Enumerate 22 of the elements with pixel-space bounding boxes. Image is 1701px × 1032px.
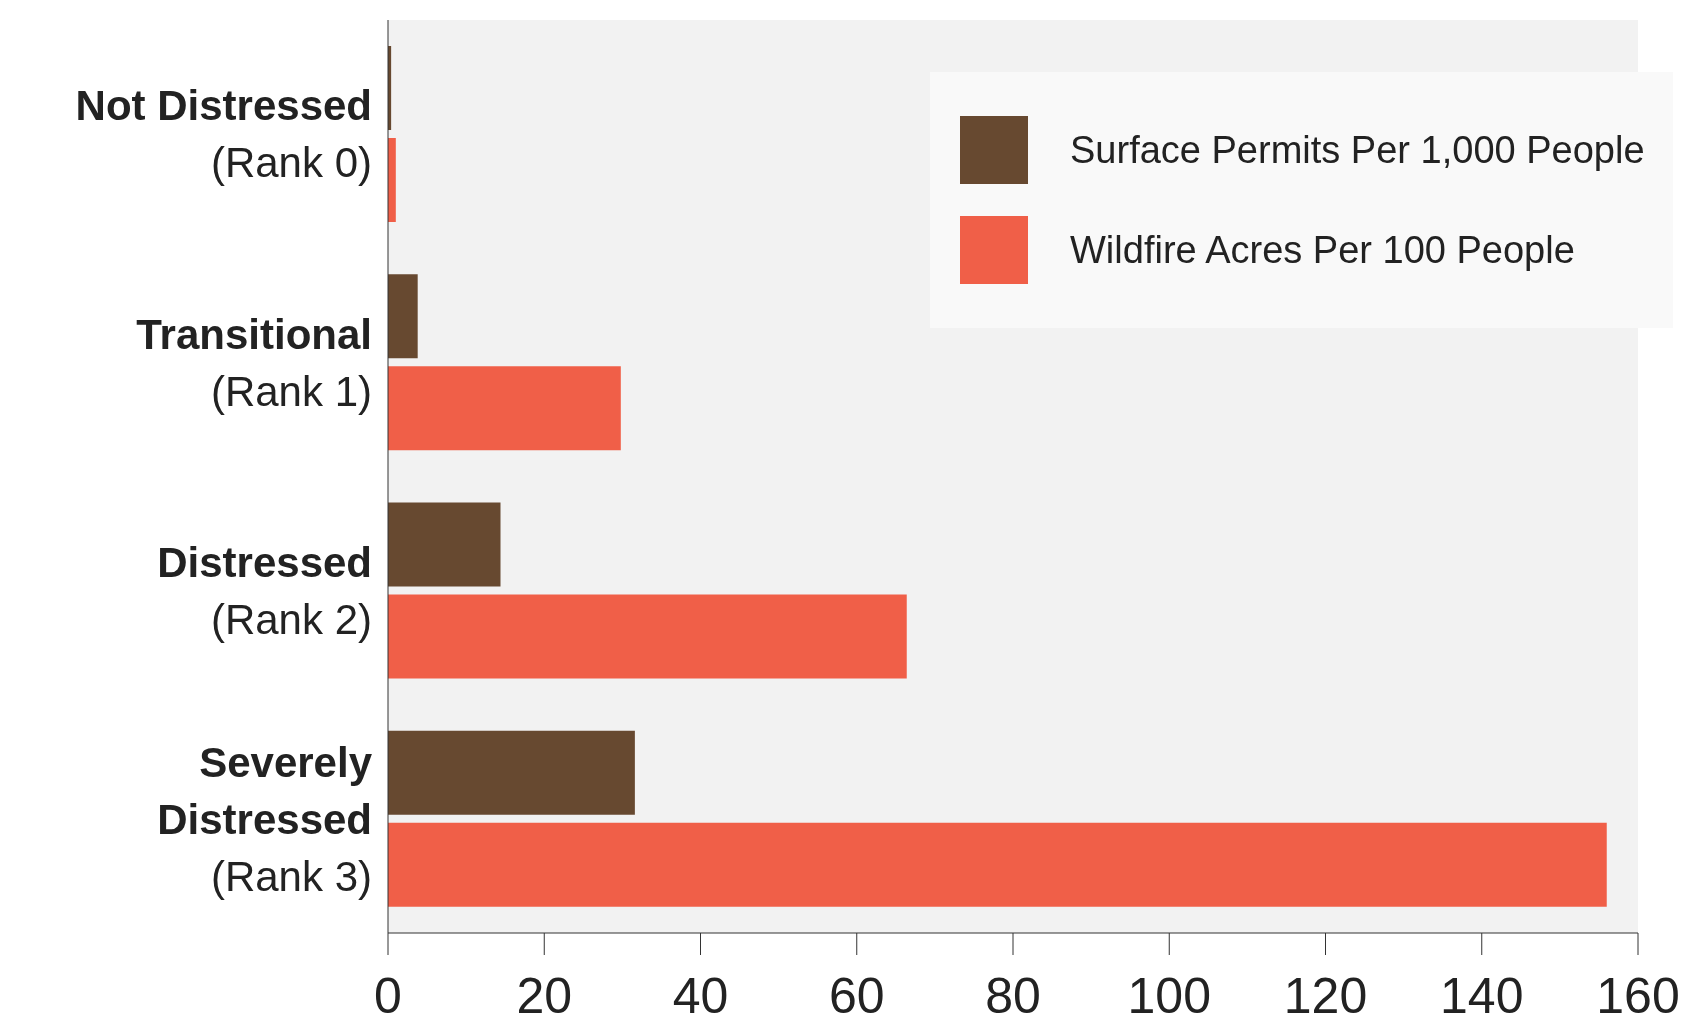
bar [388, 594, 907, 679]
y-tick-label: Transitional (Rank 1) [136, 310, 372, 415]
bar [388, 366, 621, 451]
x-tick-label: 20 [516, 967, 573, 1024]
y-tick-label: Not Distressed (Rank 0) [75, 82, 372, 187]
bar [388, 138, 396, 222]
bar [388, 502, 501, 587]
x-tick-label: 60 [828, 967, 885, 1024]
x-tick-label: 0 [374, 967, 402, 1024]
bar [388, 730, 635, 815]
bar [388, 822, 1607, 907]
x-tick-label: 80 [985, 967, 1041, 1024]
x-tick-label: 160 [1596, 967, 1680, 1024]
x-tick-label: 100 [1127, 967, 1211, 1024]
legend-label: Wildfire Acres Per 100 People [1070, 228, 1575, 272]
legend-label: Surface Permits Per 1,000 People [1070, 128, 1645, 172]
x-tick-label: 140 [1440, 967, 1524, 1024]
x-tick-label: 40 [672, 967, 729, 1024]
bar [388, 274, 418, 359]
y-tick-label: Distressed (Rank 2) [157, 538, 372, 643]
x-tick-label: 120 [1283, 967, 1368, 1024]
y-tick-label: Severely Distressed (Rank 3) [157, 738, 373, 900]
